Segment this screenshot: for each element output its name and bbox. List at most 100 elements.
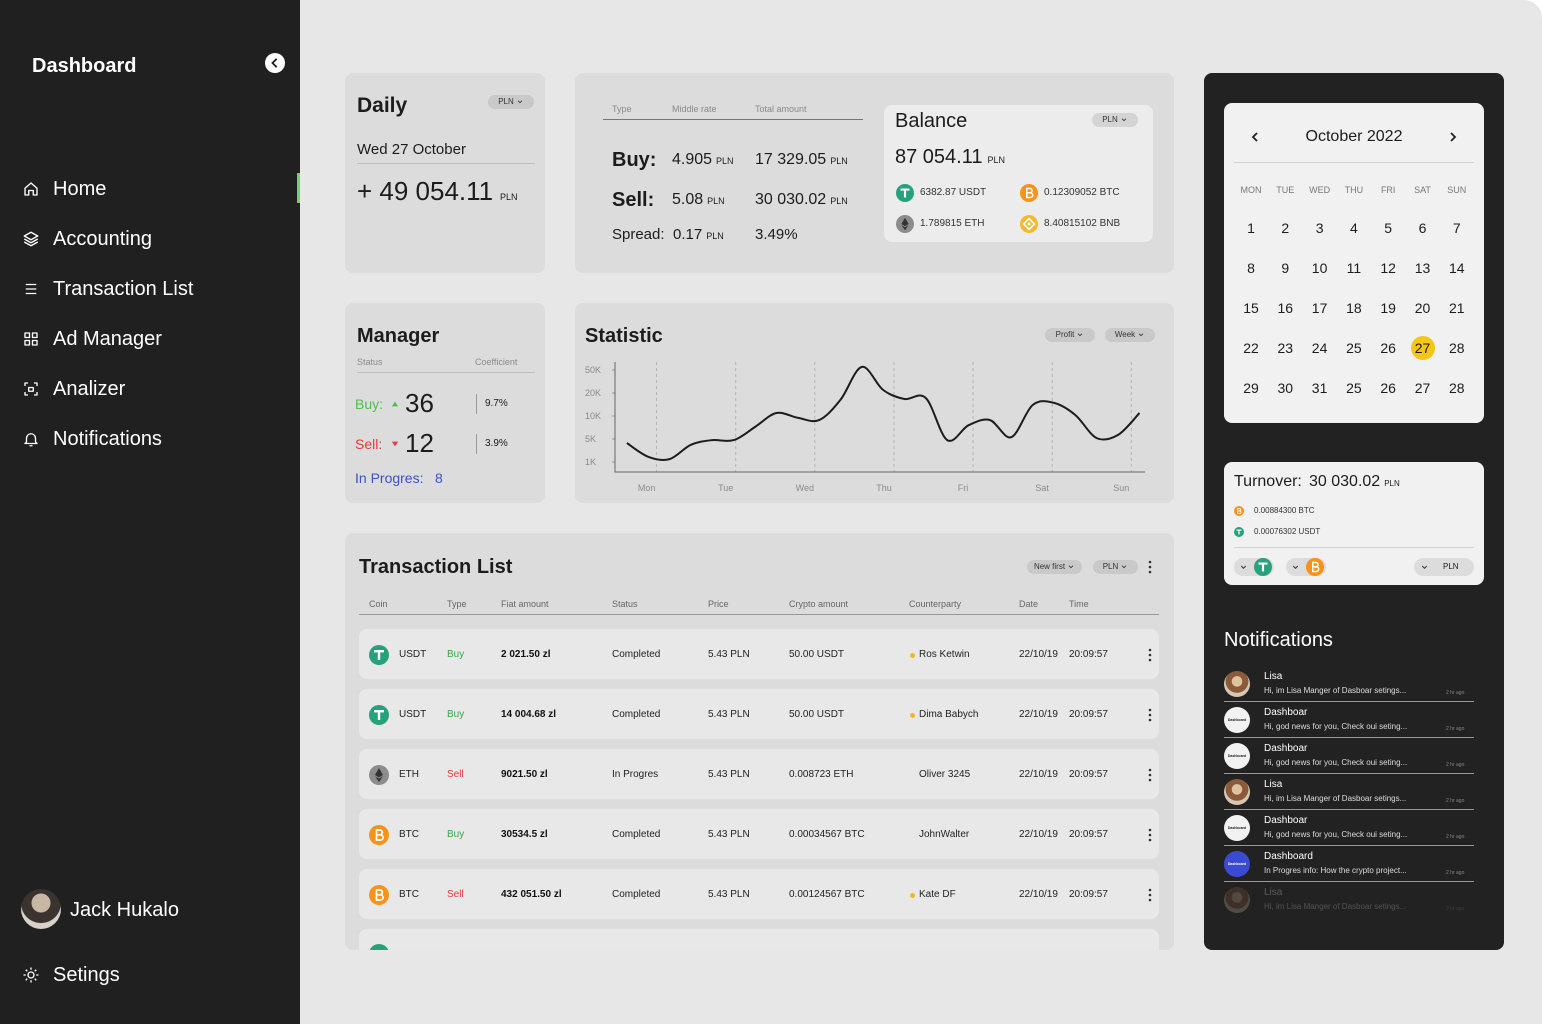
more-button[interactable] [1148,888,1152,902]
currency-toggle[interactable]: PLN [1414,558,1474,576]
status-count: 36 [405,388,434,419]
menu-item[interactable]: Accounting [53,228,152,250]
avatar-label: Dashboard [1227,825,1247,830]
more-button[interactable] [1148,708,1152,722]
more-button[interactable] [1148,648,1152,662]
cell-date: 22/10/19 [1019,649,1058,660]
cell-time: 20:09:57 [1069,829,1108,840]
day[interactable]: 29 [1243,379,1259,396]
weekday: SAT [1414,184,1431,195]
next-month[interactable] [1447,131,1459,143]
notification-time: 2 hr ago [1446,690,1465,696]
day[interactable]: 11 [1346,259,1362,276]
day[interactable]: 18 [1346,299,1362,316]
weekday: MON [1240,184,1262,195]
day[interactable]: 23 [1277,339,1294,356]
dropdown-pill[interactable]: Week [1105,328,1155,342]
day[interactable]: 8 [1247,259,1255,276]
cell-counterparty: Dima Babych [919,709,979,720]
day[interactable]: 22 [1243,339,1259,356]
asset-amount: 8.40815102 BNB [1044,218,1121,229]
weekday: THU [1344,184,1364,195]
total: 3.49% [755,226,798,243]
notification-avatar: Dashboard [1224,815,1250,841]
day[interactable]: 10 [1311,259,1328,276]
day[interactable]: 17 [1311,299,1328,316]
transaction-row[interactable] [359,689,1159,739]
day[interactable]: 25 [1346,339,1362,356]
day[interactable]: 13 [1414,259,1431,276]
glyph [1450,132,1457,142]
dropdown-pill[interactable]: Profit [1045,328,1095,342]
transaction-row[interactable] [359,809,1159,859]
cell-coin: BTC [399,889,419,900]
collapse-button[interactable] [265,53,285,73]
day[interactable]: 9 [1281,259,1290,276]
coin-icon [1254,558,1272,576]
day[interactable]: 14 [1449,259,1465,276]
column-header: Coefficient [475,356,518,367]
transaction-row[interactable] [359,869,1159,919]
day[interactable]: 21 [1449,299,1465,316]
dropdown-pill[interactable]: PLN [488,95,534,109]
coin-icon [369,765,389,785]
glyph [1121,565,1127,569]
more-button[interactable] [1148,828,1152,842]
day[interactable]: 26 [1380,379,1396,396]
notification-time: 2 hr ago [1446,870,1465,876]
day[interactable]: 19 [1380,299,1396,316]
glyph [1148,773,1152,777]
y-tick-label: 50K [585,364,602,375]
more-button[interactable] [1148,768,1152,782]
glyph [375,889,384,901]
glyph [1251,132,1258,142]
day[interactable]: 25 [1346,379,1362,396]
day[interactable]: 16 [1277,299,1294,316]
more-button[interactable] [1148,560,1152,574]
glyph [1292,565,1299,569]
day[interactable]: 26 [1380,339,1396,356]
menu-icon [22,430,40,448]
dropdown-pill[interactable]: PLN [1092,113,1138,127]
day[interactable]: 24 [1311,339,1328,356]
coin-icon [1020,215,1038,233]
transaction-row[interactable] [359,629,1159,679]
menu-item[interactable]: Ad Manager [53,328,162,350]
day[interactable]: 4 [1349,219,1358,236]
day[interactable]: 27 [1414,339,1431,356]
day[interactable]: 6 [1418,219,1427,236]
day[interactable]: 28 [1449,379,1465,396]
day[interactable]: 15 [1243,299,1259,316]
day[interactable]: 27 [1414,379,1431,396]
avatar-label: Dashboard [1227,861,1247,866]
glyph [1025,187,1034,199]
menu-item[interactable]: Transaction List [53,278,194,300]
day[interactable]: 20 [1414,299,1431,316]
dropdown-pill[interactable]: New first [1027,560,1082,574]
day[interactable]: 1 [1247,219,1255,236]
settings-item[interactable]: Setings [53,964,120,986]
day[interactable]: 5 [1384,219,1393,236]
column-header: Status [357,356,383,367]
coin-icon [1306,558,1324,576]
day[interactable]: 28 [1449,339,1465,356]
rate: 4.905 PLN [672,151,734,169]
day[interactable]: 3 [1315,219,1324,236]
day[interactable]: 30 [1277,379,1294,396]
day[interactable]: 12 [1380,259,1396,276]
transaction-row[interactable] [359,749,1159,799]
column-header: Type [612,103,632,114]
menu-item[interactable]: Analizer [53,378,126,400]
day[interactable]: 2 [1281,219,1290,236]
calendar-card [1224,103,1484,423]
day[interactable]: 31 [1311,379,1328,396]
menu-item[interactable]: Home [53,178,107,200]
menu-item[interactable]: Notifications [53,428,162,450]
day[interactable]: 7 [1452,219,1461,236]
glyph [24,382,38,396]
cell-status: Completed [612,709,661,720]
dropdown-pill[interactable]: PLN [1093,560,1138,574]
prev-month[interactable] [1249,131,1261,143]
glyph [375,768,383,782]
glyph [375,889,384,901]
